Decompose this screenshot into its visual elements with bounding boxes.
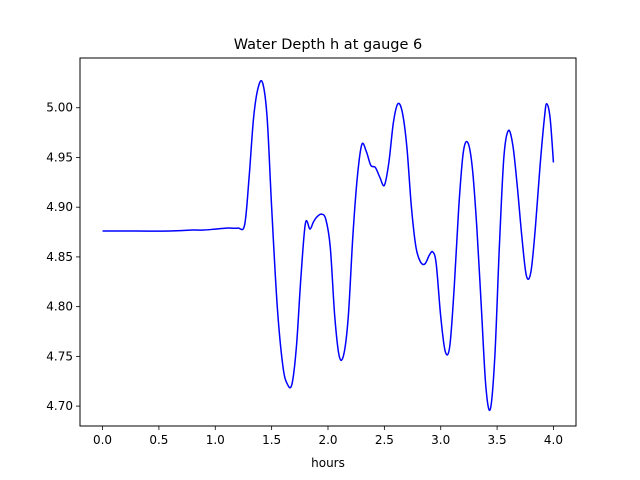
x-tick-label: 2.0 <box>318 433 337 447</box>
x-tick-label: 3.5 <box>488 433 507 447</box>
plot-layer <box>102 79 555 411</box>
x-tick-label: 3.0 <box>431 433 450 447</box>
y-tick-label: 4.95 <box>46 150 73 164</box>
chart-title: Water Depth h at gauge 6 <box>234 37 422 53</box>
x-tick-label: 4.0 <box>544 433 563 447</box>
x-tick-label: 0.5 <box>149 433 168 447</box>
y-tick-label: 4.70 <box>46 399 73 413</box>
x-tick-label: 2.5 <box>375 433 394 447</box>
x-tick-label: 1.0 <box>206 433 225 447</box>
x-tick-label: 1.5 <box>262 433 281 447</box>
y-tick-label: 4.80 <box>46 300 73 314</box>
x-axis: 0.0 0.5 1.0 1.5 2.0 2.5 3.0 3.5 4.0 <box>93 426 563 447</box>
x-axis-label: hours <box>311 456 345 470</box>
y-axis: 4.70 4.75 4.80 4.85 4.90 4.95 5.00 <box>46 101 80 413</box>
series-line-0 <box>102 79 555 411</box>
y-tick-label: 5.00 <box>46 101 73 115</box>
x-tick-label: 0.0 <box>93 433 112 447</box>
y-tick-label: 4.90 <box>46 200 73 214</box>
y-tick-label: 4.85 <box>46 250 73 264</box>
y-tick-label: 4.75 <box>46 349 73 363</box>
